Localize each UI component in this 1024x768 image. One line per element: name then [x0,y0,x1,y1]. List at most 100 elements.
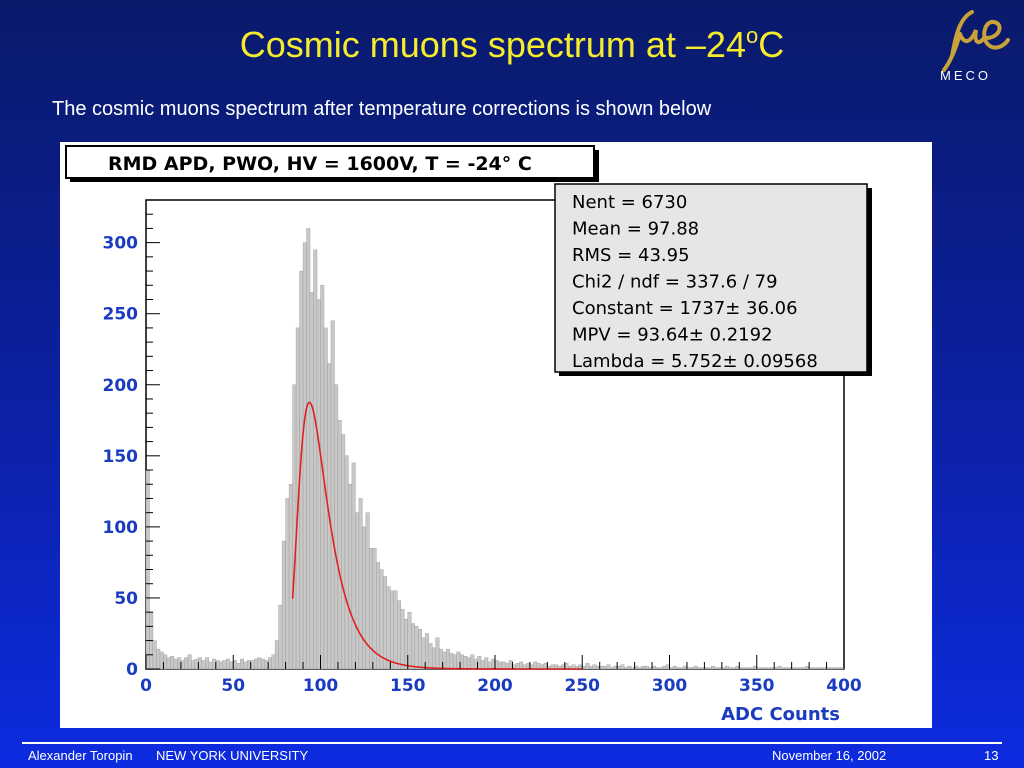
title-tail: C [758,24,785,65]
histogram-bar [212,658,216,670]
histogram-bar [260,658,265,670]
stats-line: Constant = 1737± 36.06 [572,298,798,319]
histogram-bar [456,651,461,670]
histogram-bar [634,665,639,670]
histogram-bar [536,663,541,670]
histogram-bar [746,667,750,670]
histogram-bar [718,667,723,670]
plot-panel: RMD APD, PWO, HV = 1600V, T = -24° C 0 50… [60,142,932,728]
histogram-bar [505,663,510,670]
histogram-bar [386,586,391,670]
histogram-bar [309,292,314,670]
histogram-bar [466,657,471,670]
histogram-bar [215,660,220,670]
histogram-bar [679,667,684,670]
histogram-bar [735,665,740,670]
histogram-bar [470,654,475,670]
histogram-bar [672,665,677,670]
x-tick-label: 0 [140,676,152,696]
histogram-bar [519,661,524,670]
histogram-bar [459,654,464,670]
chart-title-box: RMD APD, PWO, HV = 1600V, T = -24° C [65,145,599,182]
histogram-bar [543,663,548,670]
footer-date: November 16, 2002 [772,748,887,763]
histogram-bar [655,667,660,670]
histogram-bar [264,660,269,670]
histogram-bar [753,665,757,670]
x-tick-label: 400 [826,676,862,696]
x-tick-label: 200 [477,676,513,696]
histogram-bar [274,640,279,670]
histogram-bar [358,498,363,670]
histogram-bar [278,604,283,670]
histogram-bar [219,661,223,670]
histogram-bar [704,667,709,670]
histogram-bar [819,667,824,670]
histogram-bar [596,665,600,670]
y-tick-label: 150 [103,447,139,467]
histogram-bar [445,648,450,670]
histogram-bar [438,648,443,670]
histogram-bar [697,667,702,670]
histogram-bar [582,665,586,670]
histogram-bar [250,660,255,670]
histogram-bar [341,434,346,670]
histogram-bar [826,667,831,670]
histogram-bar [257,657,262,670]
histogram-bar [253,658,258,670]
histogram-bar [784,667,789,670]
logo-text: MECO [940,68,991,83]
histogram-bar [477,656,482,670]
histogram-bar [431,647,436,670]
histogram-bar [484,657,489,670]
histogram-bar [526,663,531,670]
y-tick-label: 100 [103,518,139,538]
histogram-bar [187,654,192,670]
histogram-bar [693,665,698,670]
histogram-bar [152,640,157,670]
histogram-bar [564,663,569,670]
histogram-bar [313,249,318,670]
histogram-bar [480,660,485,670]
histogram-bar [742,667,747,670]
histogram-bar [613,665,618,670]
histogram-bar [662,665,667,670]
histogram-bar [585,663,590,670]
histogram-bar [411,623,415,670]
x-axis-label: ADC Counts [721,704,840,725]
histogram-bar [163,654,168,670]
histogram-bar [683,665,688,670]
histogram-bar [641,665,646,670]
histogram-bar [201,660,206,670]
histogram-bar [208,661,213,670]
histogram-bar [616,665,621,670]
stats-box: Nent = 6730 Mean = 97.88 RMS = 43.95 Chi2 /… [554,183,872,376]
histogram-bar [355,512,360,670]
histogram-bar [676,667,681,670]
histogram-bar [794,667,799,670]
histogram-bar [760,667,764,670]
histogram-bar [599,665,604,670]
histogram-bar [344,455,349,670]
histogram-bar [494,660,499,670]
histogram-bar [383,576,388,670]
y-tick-label: 300 [103,234,139,254]
histogram-bar [205,657,210,670]
histogram-bar [240,658,244,670]
histogram-bar [798,667,803,670]
histogram-bar [602,665,607,670]
histogram-bar [222,660,227,670]
histogram-bar [623,667,628,670]
histogram-bar [644,665,649,670]
slide-subtitle: The cosmic muons spectrum after temperat… [52,98,712,120]
histogram-bar [184,657,189,670]
histogram-bar [198,657,203,670]
histogram-bar [243,661,248,670]
histogram-bar [247,660,251,670]
meco-logo: MECO [940,10,1010,83]
histogram-bar [508,660,513,670]
title-superscript: o [745,23,759,48]
footer-page-number: 13 [984,748,999,763]
stats-line: Lambda = 5.752± 0.09568 [572,351,818,372]
x-tick-label: 300 [652,676,688,696]
